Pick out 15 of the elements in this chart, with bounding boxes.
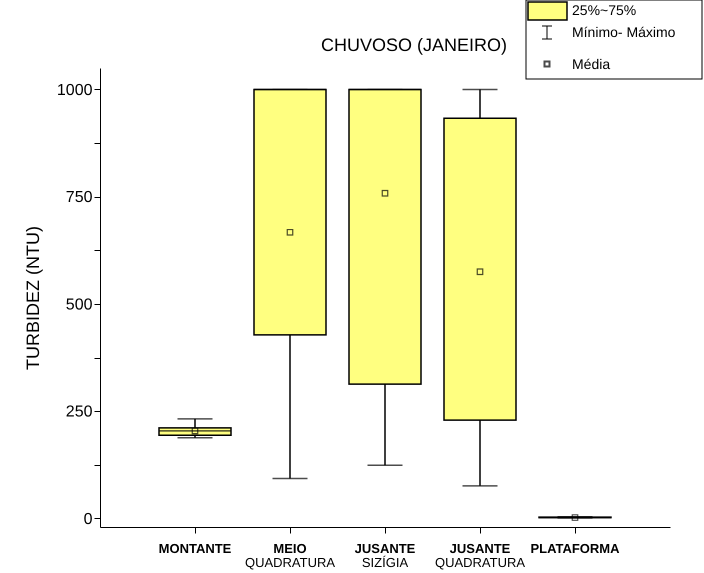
y-tick-label: 750 [66, 189, 93, 206]
y-axis-title: TURBIDEZ (NTU) [22, 226, 43, 370]
text: Mínimo- Máximo [572, 24, 676, 40]
annotation: Média [572, 56, 610, 72]
chart-title: CHUVOSO (JANEIRO) [320, 35, 508, 55]
category-label: MEIO QUADRATURA [244, 541, 336, 570]
y-tick-label: 500 [66, 296, 93, 314]
category-label: JUSANTE QUADRATURA [434, 541, 526, 570]
y-tick-label: 250 [66, 404, 93, 421]
category-label: JUSANTE SIZÍGIA [354, 541, 416, 570]
legend-label: 25%~75% [572, 2, 636, 18]
x-tick-label: PLATAFORMA [530, 541, 620, 556]
y-tick-label: 0 [84, 510, 93, 528]
x-tick-label: MONTANTE [158, 541, 232, 556]
y-tick-label: 1000 [56, 82, 93, 99]
